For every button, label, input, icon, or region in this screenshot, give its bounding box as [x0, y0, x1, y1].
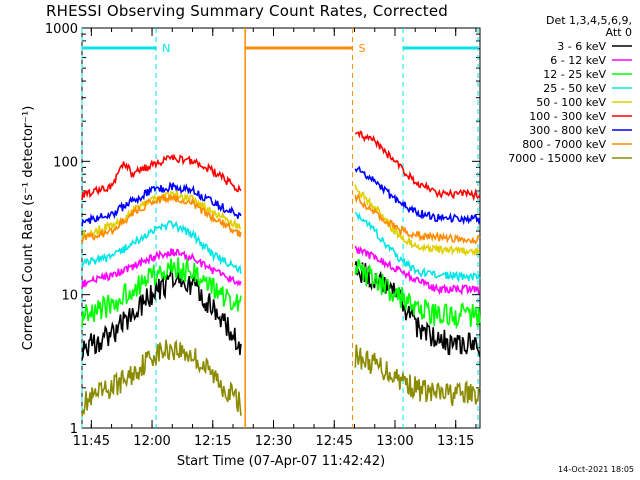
annotation-label: N — [162, 42, 170, 55]
series-line-5 — [81, 130, 481, 202]
y-tick-label: 100 — [53, 155, 78, 170]
x-tick-label: 12:15 — [194, 434, 231, 449]
legend-label-7: 800 - 7000 keV — [522, 138, 606, 151]
x-tick-label: 13:15 — [437, 434, 474, 449]
y-tick-label: 1000 — [45, 22, 78, 37]
x-axis-label: Start Time (07-Apr-07 11:42:42) — [177, 454, 385, 469]
legend-label-1: 6 - 12 keV — [550, 54, 606, 67]
generated-timestamp: 14-Oct-2021 18:05 — [558, 465, 634, 474]
series-line-2 — [81, 257, 481, 330]
legend-header-line-1: Det 1,3,4,5,6,9, — [545, 14, 632, 27]
series-line-4 — [81, 184, 481, 257]
x-tick-label: 12:45 — [316, 434, 353, 449]
annotation-label: S — [358, 42, 365, 55]
y-tick-label: 1 — [70, 422, 78, 437]
series-line-8 — [81, 339, 481, 417]
series-line-1 — [81, 245, 481, 296]
series-line-6 — [81, 165, 481, 227]
legend-label-0: 3 - 6 keV — [557, 40, 606, 53]
legend-label-3: 25 - 50 keV — [543, 82, 606, 95]
x-tick-label: 11:45 — [73, 434, 110, 449]
x-tick-label: 12:00 — [133, 434, 170, 449]
chart-title: RHESSI Observing Summary Count Rates, Co… — [46, 2, 449, 20]
legend-label-4: 50 - 100 keV — [536, 96, 606, 109]
legend-label-6: 300 - 800 keV — [529, 124, 606, 137]
x-tick-label: 13:00 — [376, 434, 413, 449]
series-line-7 — [81, 192, 481, 245]
series-line-3 — [81, 211, 481, 283]
legend-label-2: 12 - 25 keV — [543, 68, 606, 81]
x-tick-label: 12:30 — [255, 434, 292, 449]
legend-label-5: 100 - 300 keV — [529, 110, 606, 123]
y-tick-label: 10 — [61, 289, 78, 304]
y-axis-label: Corrected Count Rate (s⁻¹ detector⁻¹) — [21, 106, 36, 351]
legend-label-8: 7000 - 15000 keV — [508, 152, 606, 165]
legend-header-line-2: Att 0 — [605, 26, 632, 39]
